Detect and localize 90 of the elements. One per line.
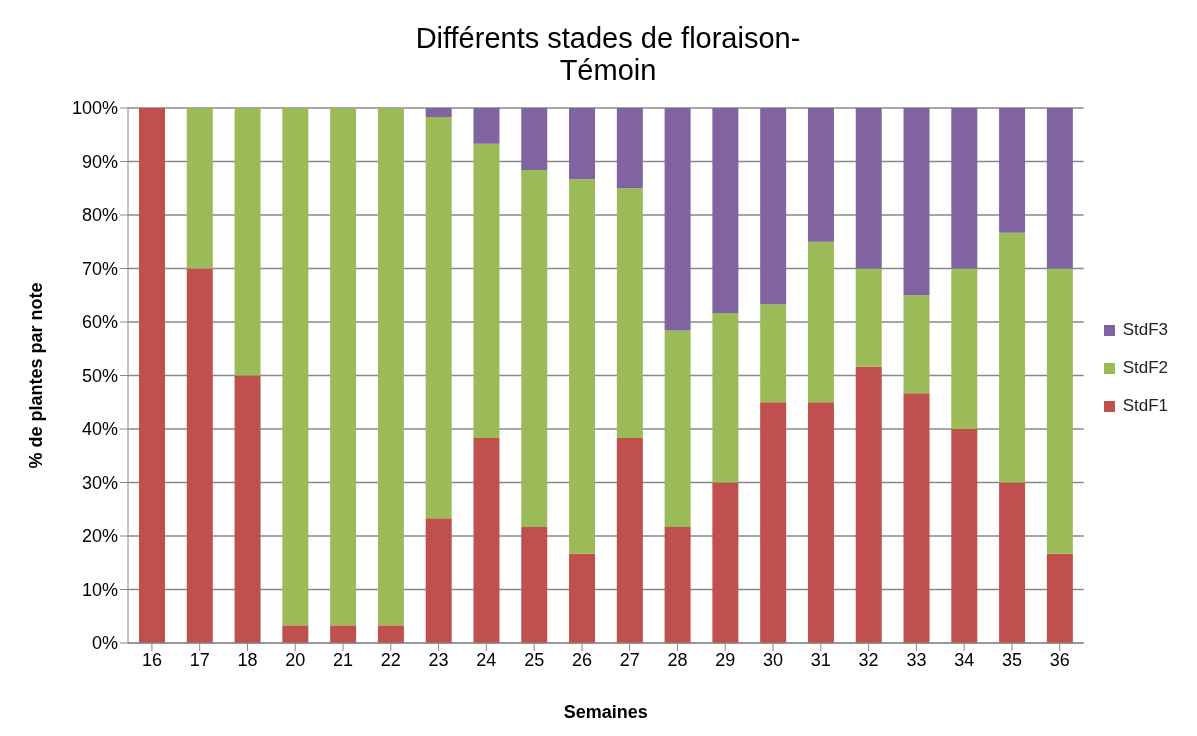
bar [760,402,787,643]
bar [425,108,452,118]
bar [569,108,596,180]
chart-title: Différents stades de floraison-Témoin [414,22,802,86]
x-tick-label: 30 [763,649,784,670]
bar [616,438,643,643]
x-tick-label: 24 [476,649,497,670]
legend-label: StdF2 [1122,358,1168,378]
y-tick-label: 100% [71,98,118,119]
bar [377,108,404,626]
x-tick-label: 23 [428,649,449,670]
bar [664,330,691,527]
bar [282,108,309,626]
y-tick-label: 50% [81,365,118,386]
x-tick-label: 29 [715,649,736,670]
bar [569,553,596,643]
x-tick-label: 21 [333,649,354,670]
bar [951,429,978,643]
bar [330,625,357,643]
bar [521,526,548,643]
bar [712,312,739,483]
bar [855,366,882,643]
bar [807,241,834,403]
y-tick-label: 10% [81,579,118,600]
bar [473,108,500,144]
x-tick-label: 26 [571,649,592,670]
bar [473,143,500,439]
bar [999,482,1026,643]
y-tick-label: 30% [81,472,118,493]
bar [951,268,978,429]
y-tick-label: 60% [81,312,118,333]
x-tick-label: 22 [380,649,401,670]
bar [616,188,643,439]
x-tick-label: 20 [285,649,306,670]
x-tick-label: 33 [906,649,927,670]
y-tick-label: 0% [91,633,118,654]
bar [282,625,309,643]
bar [903,108,930,296]
bar [855,108,882,269]
x-tick-label: 31 [810,649,831,670]
bar [712,482,739,643]
bar [139,108,165,643]
bar [999,108,1026,233]
bar [1046,108,1073,269]
x-tick-label: 25 [524,649,545,670]
bar [903,393,930,643]
y-tick-label: 90% [81,151,118,172]
bar [807,402,834,643]
bar [999,232,1026,483]
bar [473,438,500,643]
bar [521,170,548,527]
bar [234,375,261,643]
bar [616,108,643,189]
bar [760,108,787,305]
legend-label: StdF3 [1122,320,1168,340]
bar [425,117,452,519]
bar [377,625,404,643]
x-tick-label: 34 [954,649,975,670]
x-tick-label: 28 [667,649,688,670]
legend-label: StdF1 [1122,396,1168,416]
y-axis-title: % de plantes par note [26,282,47,469]
bar [521,108,548,171]
bar [760,304,787,403]
bar [903,295,930,394]
bar [330,108,357,626]
bar [1046,268,1073,554]
bar [807,108,834,242]
bar [186,108,213,269]
bar [234,108,261,376]
bar [569,179,596,554]
bar [425,518,452,643]
x-tick-label: 18 [237,649,258,670]
bar [712,108,739,313]
x-tick-label: 35 [1001,649,1022,670]
bar [664,108,691,331]
x-tick-label: 17 [189,649,210,670]
x-axis-title: Semaines [563,702,648,722]
x-tick-label: 36 [1049,649,1070,670]
x-tick-label: 27 [619,649,640,670]
y-tick-label: 40% [81,419,118,440]
y-tick-label: 20% [81,526,118,547]
y-tick-label: 70% [81,258,118,279]
bar [1046,553,1073,643]
x-tick-label: 32 [858,649,879,670]
y-tick-label: 80% [81,205,118,226]
bar [186,268,213,643]
x-tick-label: 16 [141,649,162,670]
bar [855,268,882,367]
bar [951,108,978,269]
bar [664,526,691,643]
